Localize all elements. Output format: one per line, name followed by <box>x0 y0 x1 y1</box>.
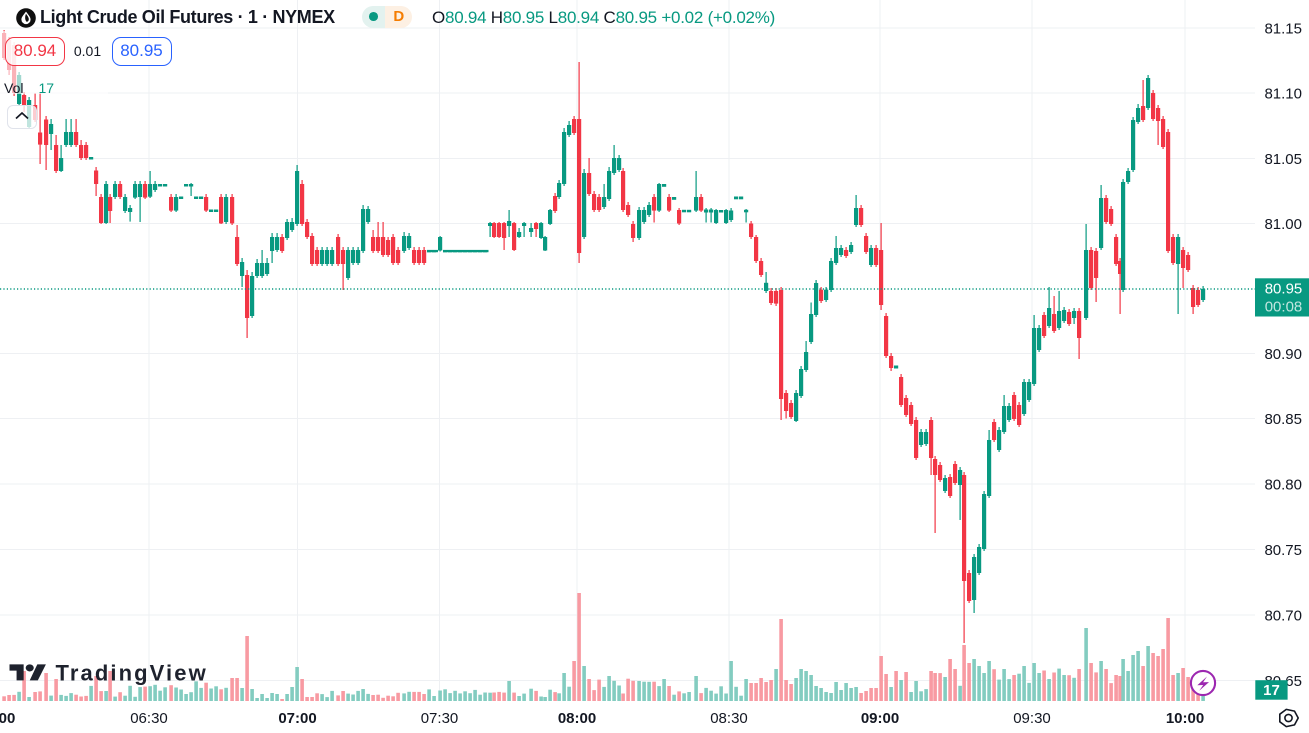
svg-text:07:00: 07:00 <box>278 710 316 727</box>
svg-text:09:00: 09:00 <box>861 710 899 727</box>
svg-text:80.90: 80.90 <box>1264 346 1302 363</box>
svg-text:00:08: 00:08 <box>1265 299 1303 316</box>
svg-text:09:30: 09:30 <box>1013 710 1051 727</box>
svg-text:07:30: 07:30 <box>421 710 459 727</box>
svg-text:08:30: 08:30 <box>710 710 748 727</box>
svg-text:10:00: 10:00 <box>1166 710 1204 727</box>
svg-text:81.15: 81.15 <box>1264 20 1302 37</box>
svg-text:00: 00 <box>0 710 15 727</box>
svg-text:08:00: 08:00 <box>558 710 596 727</box>
svg-text:80.95: 80.95 <box>1265 281 1303 298</box>
svg-text:80.70: 80.70 <box>1264 607 1302 624</box>
svg-text:80.80: 80.80 <box>1264 476 1302 493</box>
svg-text:80.75: 80.75 <box>1264 542 1302 559</box>
svg-text:81.10: 81.10 <box>1264 85 1302 102</box>
svg-text:TradingView: TradingView <box>56 660 208 685</box>
svg-text:17: 17 <box>1263 682 1280 699</box>
svg-text:81.05: 81.05 <box>1264 151 1302 168</box>
svg-text:80.85: 80.85 <box>1264 411 1302 428</box>
svg-text:06:30: 06:30 <box>130 710 168 727</box>
svg-text:81.00: 81.00 <box>1264 216 1302 233</box>
